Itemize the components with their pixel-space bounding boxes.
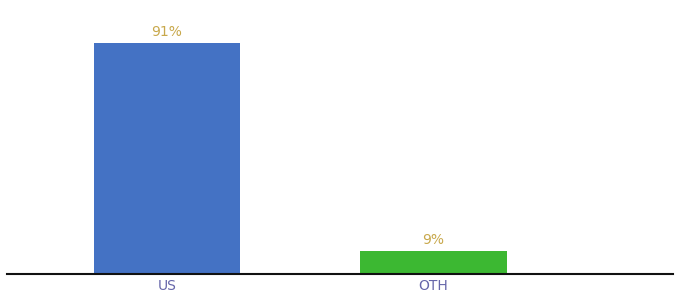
- Bar: [360, 251, 507, 274]
- Bar: [94, 43, 240, 274]
- Text: 9%: 9%: [422, 233, 444, 248]
- Text: 91%: 91%: [152, 25, 182, 39]
